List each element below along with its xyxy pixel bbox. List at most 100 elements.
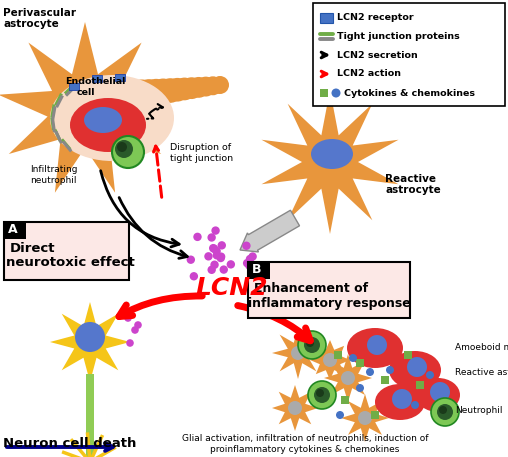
Text: B: B — [252, 263, 262, 276]
Circle shape — [246, 255, 254, 263]
Polygon shape — [341, 394, 389, 442]
Bar — [86, 396, 94, 406]
Bar — [313, 3, 505, 106]
Circle shape — [243, 259, 251, 267]
Ellipse shape — [416, 378, 460, 412]
Text: Neuron cell death: Neuron cell death — [3, 437, 136, 450]
Circle shape — [105, 80, 136, 112]
Bar — [341, 396, 349, 404]
Circle shape — [186, 255, 195, 264]
Circle shape — [341, 371, 355, 385]
Circle shape — [75, 82, 110, 117]
Circle shape — [431, 398, 459, 426]
Circle shape — [216, 254, 225, 262]
Circle shape — [219, 266, 228, 274]
Circle shape — [356, 384, 364, 392]
Circle shape — [213, 251, 221, 260]
Text: Cytokines & chemokines: Cytokines & chemokines — [344, 89, 475, 97]
Circle shape — [332, 89, 340, 97]
Circle shape — [124, 314, 132, 322]
Circle shape — [411, 401, 419, 409]
Text: astrocyte: astrocyte — [3, 19, 59, 29]
Text: LCN2: LCN2 — [195, 276, 268, 300]
Circle shape — [207, 266, 216, 274]
Circle shape — [90, 81, 123, 114]
Circle shape — [439, 406, 447, 414]
Text: inflammatory response: inflammatory response — [248, 297, 411, 310]
Circle shape — [203, 76, 223, 95]
Text: neutrophil: neutrophil — [30, 176, 77, 185]
Circle shape — [181, 77, 203, 99]
Circle shape — [336, 411, 344, 419]
Circle shape — [248, 252, 257, 260]
Circle shape — [75, 322, 105, 352]
Text: Reactive: Reactive — [385, 174, 436, 184]
Circle shape — [98, 81, 130, 113]
Text: Reactive astrocyte: Reactive astrocyte — [455, 368, 508, 377]
Circle shape — [314, 387, 330, 403]
Bar — [248, 262, 270, 279]
Bar — [4, 222, 26, 239]
Circle shape — [306, 339, 314, 347]
Circle shape — [134, 321, 142, 329]
Circle shape — [210, 244, 218, 253]
Text: Amoeboid microglia: Amoeboid microglia — [455, 343, 508, 352]
Polygon shape — [324, 354, 372, 402]
Text: proinflammatory cytokines & chemokines: proinflammatory cytokines & chemokines — [210, 445, 400, 454]
Polygon shape — [0, 22, 172, 193]
Circle shape — [316, 389, 324, 397]
Text: A: A — [8, 223, 18, 236]
Text: Perivascular: Perivascular — [3, 8, 76, 18]
Circle shape — [115, 140, 133, 158]
Circle shape — [207, 233, 216, 242]
Circle shape — [367, 335, 387, 355]
Polygon shape — [50, 302, 130, 382]
Circle shape — [217, 252, 226, 261]
Circle shape — [143, 79, 169, 106]
Circle shape — [204, 252, 213, 260]
Text: LCN2 receptor: LCN2 receptor — [337, 14, 414, 22]
Text: cell: cell — [77, 88, 96, 97]
Circle shape — [323, 353, 337, 367]
Bar — [381, 376, 389, 384]
Bar — [86, 374, 94, 384]
Circle shape — [212, 247, 221, 255]
Circle shape — [173, 78, 196, 101]
Circle shape — [166, 78, 189, 101]
Bar — [320, 89, 328, 97]
Text: Neutrophil: Neutrophil — [455, 406, 502, 415]
Bar — [371, 411, 379, 419]
Bar — [86, 385, 94, 395]
Circle shape — [120, 80, 149, 109]
Text: Direct: Direct — [10, 242, 55, 255]
Circle shape — [392, 389, 412, 409]
Circle shape — [386, 366, 394, 374]
Circle shape — [112, 136, 144, 168]
Text: neurotoxic effect: neurotoxic effect — [6, 256, 135, 269]
Text: LCN2 action: LCN2 action — [337, 69, 401, 79]
Circle shape — [430, 382, 450, 402]
Polygon shape — [262, 90, 398, 234]
Circle shape — [126, 339, 134, 347]
Circle shape — [128, 80, 156, 108]
Polygon shape — [310, 340, 350, 380]
Ellipse shape — [84, 107, 122, 133]
Ellipse shape — [70, 98, 146, 152]
Circle shape — [349, 354, 357, 362]
Circle shape — [209, 244, 217, 252]
Bar — [334, 351, 342, 359]
Circle shape — [82, 81, 116, 116]
Text: Tight junction proteins: Tight junction proteins — [337, 32, 460, 41]
Circle shape — [211, 76, 229, 94]
Circle shape — [217, 241, 226, 250]
Polygon shape — [272, 327, 324, 379]
Text: Disruption of: Disruption of — [170, 143, 231, 152]
Circle shape — [193, 233, 202, 241]
Circle shape — [366, 368, 374, 376]
Bar — [86, 418, 94, 428]
Bar — [92, 75, 102, 82]
Bar — [86, 429, 94, 439]
Ellipse shape — [311, 139, 353, 169]
Circle shape — [407, 357, 427, 377]
Circle shape — [245, 261, 253, 270]
